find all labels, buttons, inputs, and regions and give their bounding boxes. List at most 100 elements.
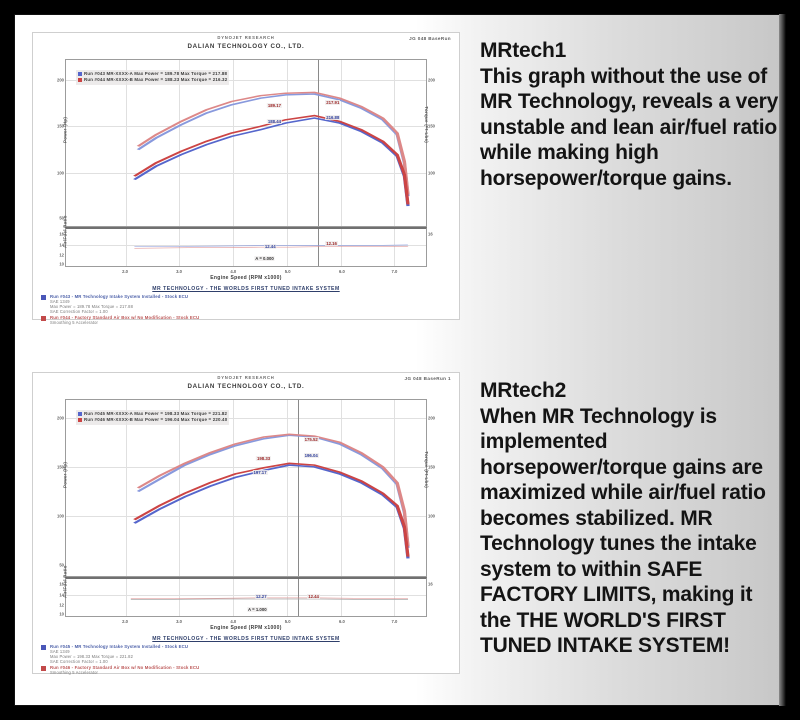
footer-entry-line: SAE 1349: [50, 649, 70, 654]
annotation-chip-delta: A = 0.000: [254, 256, 275, 262]
footer-title: MR TECHNOLOGY - THE WORLDS FIRST TUNED I…: [152, 286, 340, 292]
chart-title: DALIAN TECHNOLOGY CO., LTD.: [187, 383, 305, 390]
x-tick: 3.0: [176, 619, 182, 624]
poster-inner-panel: DYNOJET RESEARCH DALIAN TECHNOLOGY CO., …: [14, 14, 786, 706]
y-tick-left-afr: 12: [59, 252, 64, 258]
y-tick-right-afr: 16: [428, 231, 433, 237]
annotation-chip-afr: 12.44: [307, 593, 320, 599]
legend-swatch-blue: [78, 71, 82, 76]
footer-entry: Run #044 - Factory Standard Air Box w/ N…: [41, 315, 451, 325]
footer-entry-line: Run #044 - Factory Standard Air Box w/ N…: [50, 315, 200, 320]
callout-heading: MRtech1: [480, 39, 567, 62]
chart-footer-legend: MR TECHNOLOGY - THE WORLDS FIRST TUNED I…: [33, 633, 459, 680]
y-tick-right: 150: [428, 123, 435, 129]
annotation-chip: 189.17: [266, 103, 282, 109]
legend-swatch-red: [41, 666, 46, 671]
run-info-box: Run #045 MR-XXXX-A Max Power = 198.33 Ma…: [76, 410, 230, 425]
annotation-chip-afr: 12.44: [263, 243, 277, 249]
callout-text-mrtech2: MRtech2 When MR Technology is implemente…: [480, 378, 780, 659]
footer-entry-line: Max Power = 189.78 Max Torque = 217.88: [50, 304, 133, 309]
footer-entry-line: SAE Correction Factor = 1.00: [50, 309, 108, 314]
air-fuel-ratio-plot[interactable]: Air/Fuel Ratio 16 14 12 10 16: [59, 215, 433, 267]
footer-entry-line: Smoothing 5 Accelerator: [50, 320, 99, 325]
power-torque-plot[interactable]: Power (Hp) Torque (Ft-Lbs) 200 150 100 5…: [57, 59, 435, 227]
y-tick-left-afr: 16: [59, 231, 64, 237]
air-fuel-ratio-plot[interactable]: Air/Fuel Ratio 16 14 12 10 16: [59, 565, 433, 617]
cursor-line[interactable]: [298, 400, 300, 576]
chart-subtitle: DYNOJET RESEARCH: [217, 375, 275, 380]
cursor-line-afr[interactable]: [298, 579, 300, 616]
x-tick: 4.0: [230, 269, 237, 274]
callout-heading: MRtech2: [480, 379, 567, 402]
afr-curve-svg: [134, 244, 409, 249]
footer-entry: Run #043 - MR Technology Intake System I…: [41, 294, 451, 314]
x-tick: 5.0: [284, 619, 291, 624]
annotation-chip: 197.17: [252, 470, 268, 476]
chart-corner-label: JG 048 BaseRun 1: [404, 376, 451, 381]
legend-swatch-red: [41, 316, 46, 321]
legend-swatch-red: [78, 78, 82, 83]
run-info-row: Run #044 MR-XXXX-B Max Power = 188.23 Ma…: [78, 77, 227, 83]
annotation-chip-delta: A = 1.000: [247, 607, 268, 613]
y-tick-left: 100: [57, 513, 64, 519]
annotation-chip: 217.91: [325, 99, 341, 105]
y-tick-left: 200: [57, 77, 64, 83]
x-tick: 3.0: [176, 269, 182, 274]
run-info-row: Run #046 MR-XXXX-B Max Power = 196.04 Ma…: [78, 417, 227, 423]
main-plot-area: Power (Hp) Torque (Ft-Lbs) 200 150 100 5…: [39, 59, 453, 283]
x-tick: 5.0: [284, 269, 291, 274]
x-axis-title: Engine Speed (RPM x1000): [210, 275, 282, 281]
run-info-row: Run #045 MR-XXXX-A Max Power = 198.33 Ma…: [78, 411, 227, 417]
footer-title: MR TECHNOLOGY - THE WORLDS FIRST TUNED I…: [152, 636, 340, 642]
annotation-chip: 188.44: [266, 118, 282, 124]
footer-entry-line: Run #043 - MR Technology Intake System I…: [50, 294, 189, 299]
x-tick: 7.0: [391, 619, 398, 624]
cursor-line[interactable]: [318, 60, 319, 226]
y-tick-left-afr: 14: [59, 592, 64, 598]
annotation-chip: 175.52: [303, 436, 319, 442]
y-tick-right-afr: 16: [428, 581, 433, 587]
y-tick-right: 150: [428, 464, 435, 470]
legend-swatch-blue: [41, 645, 46, 650]
y-tick-left-afr: 10: [59, 261, 64, 267]
footer-entry-line: Smoothing 5 Accelerator: [50, 670, 99, 675]
cursor-line-afr[interactable]: [318, 229, 319, 266]
y-tick-right: 100: [428, 170, 435, 176]
power-torque-plot[interactable]: Power (Hp) Torque (Ft-Lbs) 200 150 100 5…: [57, 399, 435, 577]
footer-entry-line: SAE Correction Factor = 1.00: [50, 659, 108, 664]
dyno-chart-card-mrtech1[interactable]: DYNOJET RESEARCH DALIAN TECHNOLOGY CO., …: [32, 32, 460, 325]
legend-swatch-blue: [41, 295, 46, 300]
footer-entry-line: Run #045 - MR Technology Intake System I…: [50, 644, 189, 649]
x-tick: 7.0: [391, 269, 398, 274]
x-axis: 2.0 3.0 4.0 5.0 6.0 7.0 Engine Speed (RP…: [65, 617, 427, 633]
y-tick-left-afr: 10: [59, 611, 64, 617]
run-info-box: Run #043 MR-XXXX-A Max Power = 189.78 Ma…: [76, 70, 230, 85]
run-info-text: Run #043 MR-XXXX-A Max Power = 189.78 Ma…: [84, 71, 228, 76]
footer-entry-line: Run #046 - Factory Standard Air Box w/ N…: [50, 665, 200, 670]
y-tick-right: 200: [428, 77, 435, 83]
x-axis-title: Engine Speed (RPM x1000): [210, 625, 282, 631]
main-plot-area: Power (Hp) Torque (Ft-Lbs) 200 150 100 5…: [39, 399, 453, 633]
y-tick-right: 100: [428, 513, 435, 519]
callout-body: This graph without the use of MR Technol…: [480, 64, 779, 190]
x-axis: 2.0 3.0 4.0 5.0 6.0 7.0 Engine Speed (RP…: [65, 267, 427, 283]
run-info-row: Run #043 MR-XXXX-A Max Power = 189.78 Ma…: [78, 71, 227, 77]
annotation-chip-afr: 12.27: [254, 593, 268, 599]
footer-entry-line: Max Power = 198.33 Max Torque = 221.82: [50, 654, 133, 659]
y-tick-left-afr: 12: [59, 602, 64, 608]
afr-curve-svg: [130, 597, 408, 600]
legend-swatch-blue: [78, 411, 82, 416]
chart-subtitle: DYNOJET RESEARCH: [217, 35, 275, 40]
chart-corner-label: JG 048 BaseRun: [409, 36, 451, 41]
curve-svg: [133, 91, 410, 207]
chart-header: DYNOJET RESEARCH DALIAN TECHNOLOGY CO., …: [33, 373, 459, 399]
run-info-text: Run #044 MR-XXXX-B Max Power = 188.23 Ma…: [84, 77, 228, 83]
x-tick: 2.0: [122, 619, 128, 624]
x-tick: 2.0: [122, 269, 128, 274]
dyno-chart-card-mrtech2[interactable]: DYNOJET RESEARCH DALIAN TECHNOLOGY CO., …: [32, 372, 460, 675]
annotation-chip: 216.88: [325, 114, 341, 120]
footer-entry: Run #046 - Factory Standard Air Box w/ N…: [41, 665, 451, 675]
x-tick: 4.0: [230, 619, 237, 624]
callout-text-mrtech1: MRtech1 This graph without the use of MR…: [480, 38, 780, 191]
